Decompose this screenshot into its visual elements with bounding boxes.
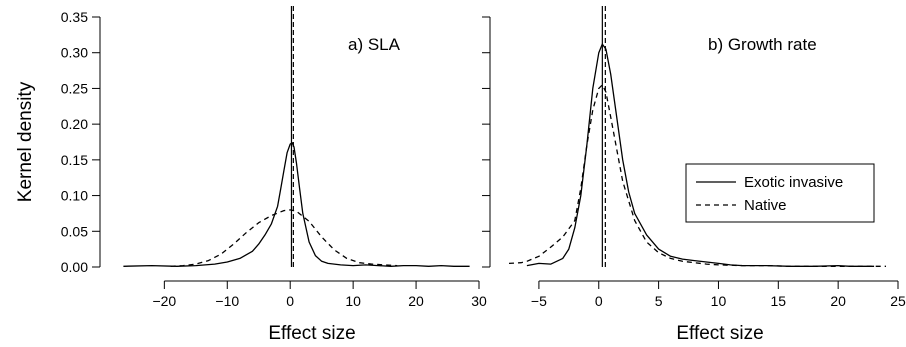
y-tick-label: 0.15 — [61, 152, 88, 168]
x-tick-label: 10 — [345, 293, 361, 309]
y-tick-label: 0.00 — [61, 259, 88, 275]
x-tick-label: 20 — [830, 293, 846, 309]
x-tick-label: 10 — [711, 293, 727, 309]
x-tick-label: 30 — [471, 293, 487, 309]
panel-b-x-axis-title: Effect size — [676, 323, 763, 344]
x-tick-label: 5 — [655, 293, 663, 309]
y-tick-label: 0.25 — [61, 80, 88, 96]
x-tick-label: 20 — [408, 293, 424, 309]
legend: Exotic invasive Native — [685, 163, 875, 223]
x-tick-label: 0 — [286, 293, 294, 309]
legend-label-exotic: Exotic invasive — [744, 174, 843, 191]
x-tick-label: 0 — [595, 293, 603, 309]
y-tick-label: 0.30 — [61, 45, 88, 61]
y-tick-label: 0.05 — [61, 223, 88, 239]
panel-a-x-axis-title: Effect size — [268, 323, 355, 344]
panel-a-series-exotic-invasive — [123, 142, 470, 267]
y-tick-label: 0.10 — [61, 188, 88, 204]
x-tick-label: −10 — [215, 293, 239, 309]
x-tick-label: −5 — [531, 293, 547, 309]
panel-b-label: b) Growth rate — [708, 35, 817, 54]
legend-box — [685, 163, 875, 223]
panel-a-label: a) SLA — [348, 35, 401, 54]
legend-label-native: Native — [744, 197, 787, 214]
panel-a-series-native — [170, 209, 398, 267]
y-tick-label: 0.35 — [61, 9, 88, 25]
x-tick-label: −20 — [152, 293, 176, 309]
panel-a: a) SLA Effect size 0.00 0.05 0.10 0.15 0.20 0… — [61, 6, 487, 344]
y-tick-label: 0.20 — [61, 116, 88, 132]
y-axis-title: Kernel density — [15, 81, 36, 202]
panel-b-series-exotic-invasive — [526, 43, 875, 267]
x-tick-label: 15 — [771, 293, 787, 309]
x-tick-label: 25 — [890, 293, 906, 309]
panel-b: b) Growth rate Effect size Exotic invasi… — [482, 6, 906, 344]
